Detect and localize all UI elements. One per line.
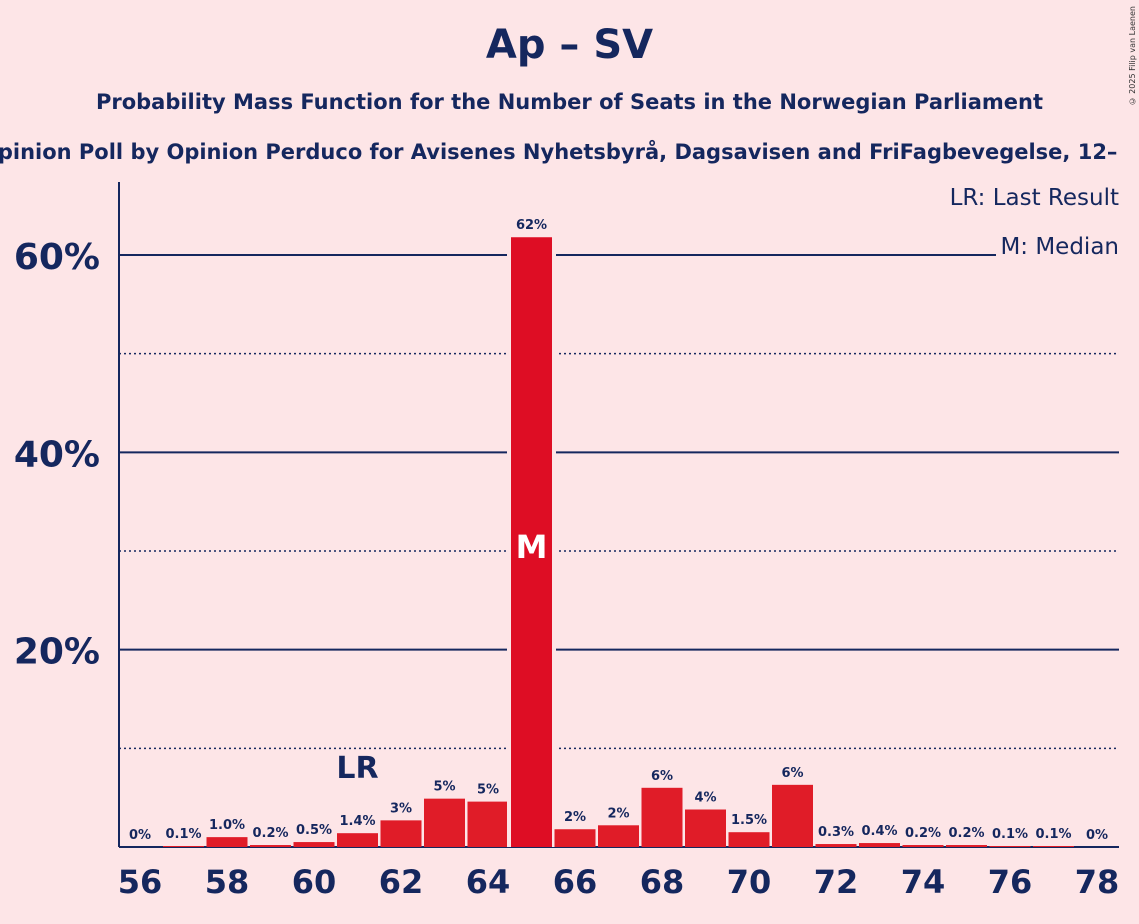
- bar-seat-71: [772, 784, 813, 847]
- bar-seat-77: [1033, 846, 1074, 847]
- x-tick-label: 70: [727, 863, 772, 901]
- bar-seat-75: [946, 845, 987, 847]
- bar-seat-65: [511, 237, 552, 848]
- x-tick-label: 56: [118, 863, 163, 901]
- bar-seat-69: [685, 809, 726, 847]
- bar-seat-63: [424, 798, 465, 847]
- bar-label: 0%: [129, 828, 151, 843]
- bar-seat-59: [250, 845, 291, 847]
- x-tick-label: 76: [988, 863, 1033, 901]
- bar-label: 5%: [433, 780, 455, 795]
- bar-seat-60: [293, 842, 335, 847]
- x-tick-label: 58: [205, 863, 250, 901]
- x-tick-label: 60: [292, 863, 337, 901]
- chart-title: Ap – SV: [485, 22, 654, 68]
- bar-label: 0.2%: [252, 826, 288, 841]
- bar-label: 0.4%: [861, 824, 897, 839]
- bar-label: 5%: [477, 783, 499, 798]
- bar-label: 0%: [1086, 828, 1108, 843]
- bar-seat-67: [598, 825, 639, 847]
- bar-label: 62%: [516, 218, 547, 233]
- bar-label: 6%: [651, 769, 673, 784]
- bar-label: 2%: [564, 810, 586, 825]
- bar-label: 0.5%: [296, 823, 332, 838]
- bar-seat-74: [902, 845, 944, 847]
- legend-median: M: Median: [996, 234, 1119, 260]
- bar-label: 3%: [390, 801, 412, 816]
- y-tick-label: 20%: [14, 632, 100, 673]
- x-tick-label: 78: [1075, 863, 1120, 901]
- bar-seat-72: [815, 844, 857, 847]
- x-tick-label: 66: [553, 863, 598, 901]
- bar-seat-66: [554, 829, 596, 847]
- legend-last-result: LR: Last Result: [945, 185, 1119, 211]
- bar-seat-61: [337, 833, 378, 847]
- x-tick-label: 74: [901, 863, 946, 901]
- x-tick-label: 68: [640, 863, 685, 901]
- chart-subtitle: Probability Mass Function for the Number…: [95, 90, 1044, 114]
- bar-label: 0.3%: [818, 825, 854, 840]
- poll-description: Opinion Poll by Opinion Perduco for Avis…: [0, 140, 1118, 164]
- bar-label: 4%: [694, 791, 716, 806]
- bar-label: 1.0%: [209, 818, 245, 833]
- bar-label: 1.4%: [339, 814, 375, 829]
- bar-label: 0.1%: [165, 827, 201, 842]
- bar-seat-64: [467, 801, 509, 847]
- x-tick-label: 62: [379, 863, 424, 901]
- bar-seat-76: [989, 846, 1031, 847]
- bar-seat-62: [380, 820, 422, 847]
- bar-seat-73: [859, 843, 900, 847]
- bar-seat-58: [206, 837, 248, 847]
- bar-label: 0.1%: [992, 827, 1028, 842]
- bar-seat-57: [163, 846, 204, 847]
- y-tick-label: 40%: [14, 434, 100, 475]
- bar-seat-68: [641, 787, 683, 847]
- last-result-marker: LR: [336, 751, 378, 786]
- bar-label: 6%: [781, 766, 803, 781]
- x-tick-label: 64: [466, 863, 511, 901]
- x-tick-label: 72: [814, 863, 859, 901]
- bar-label: 2%: [607, 806, 629, 821]
- bar-label: 0.1%: [1035, 827, 1071, 842]
- y-tick-label: 60%: [14, 237, 100, 278]
- bar-label: 0.2%: [948, 826, 984, 841]
- bar-label: 1.5%: [731, 813, 767, 828]
- bar-seat-70: [728, 832, 770, 847]
- bar-label: 0.2%: [905, 826, 941, 841]
- median-marker: M: [516, 528, 548, 566]
